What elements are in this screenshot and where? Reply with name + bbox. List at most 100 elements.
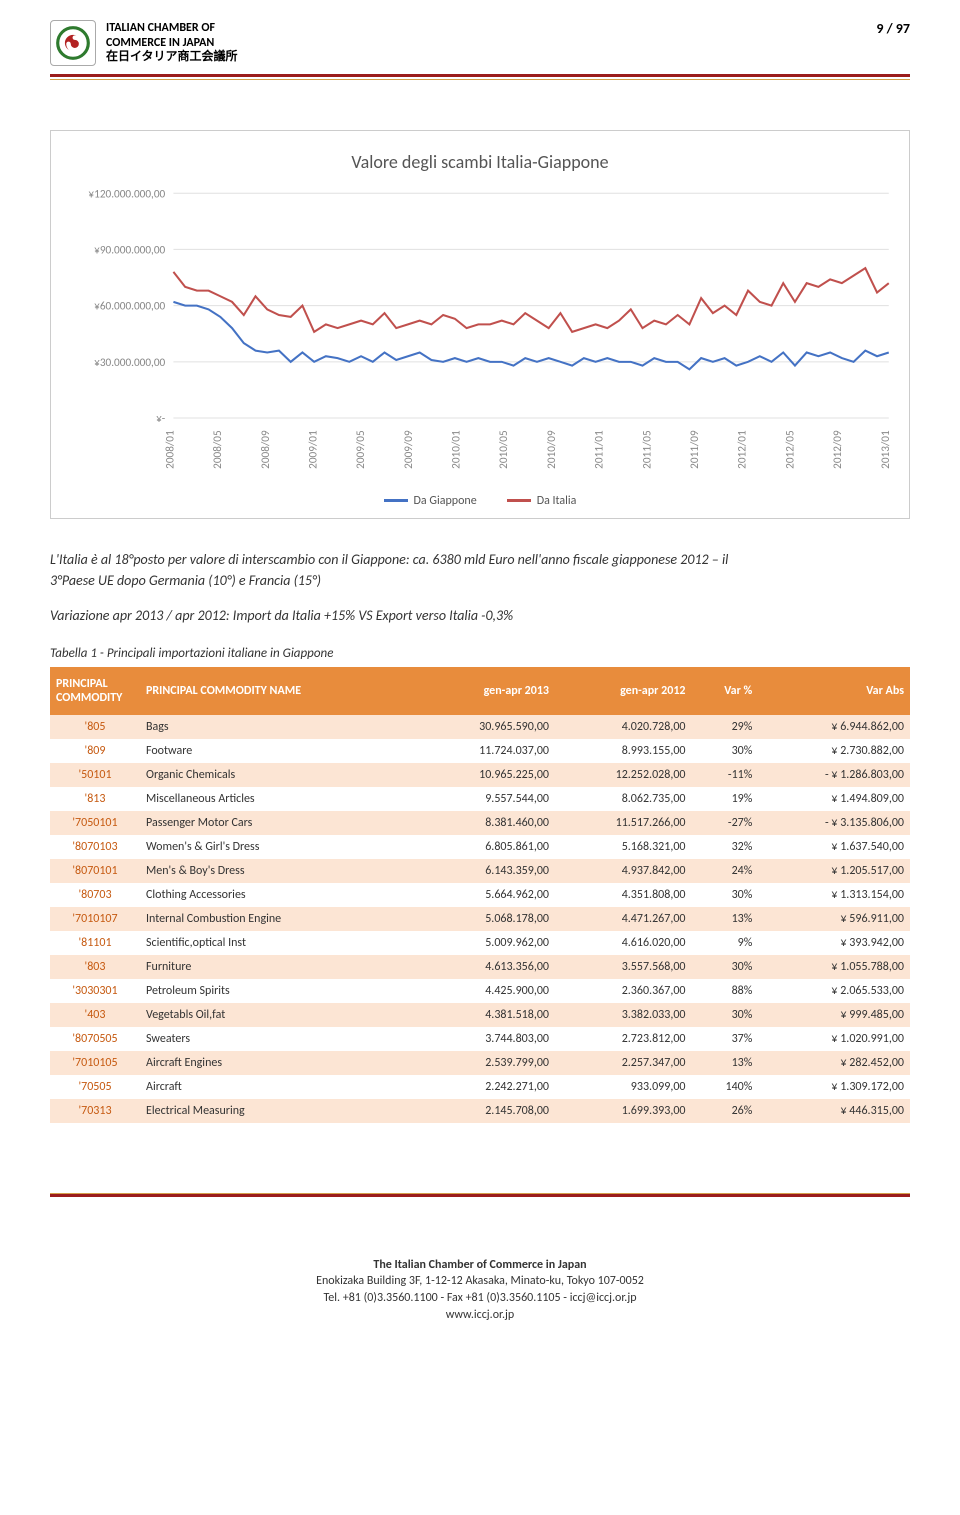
svg-text:¥30.000.000,00: ¥30.000.000,00	[94, 356, 165, 370]
svg-text:2009/01: 2009/01	[306, 430, 320, 469]
svg-text:2009/05: 2009/05	[354, 430, 368, 469]
commodity-value: 5.009.962,00	[419, 931, 555, 955]
svg-text:2010/05: 2010/05	[497, 430, 511, 469]
commodity-code: '7010105	[50, 1051, 140, 1075]
org-line3: 在日イタリア商工会議所	[106, 50, 238, 64]
commodity-value: 4.937.842,00	[555, 859, 691, 883]
commodity-value: 3.557.568,00	[555, 955, 691, 979]
table-row: '3030301Petroleum Spirits4.425.900,002.3…	[50, 979, 910, 1003]
svg-text:2011/09: 2011/09	[688, 430, 702, 469]
commodity-name: Vegetabls Oil,fat	[140, 1003, 419, 1027]
commodity-value: 32%	[691, 835, 758, 859]
commodity-value: 8.993.155,00	[555, 739, 691, 763]
legend-item: Da Italia	[507, 494, 577, 508]
page-footer: The Italian Chamber of Commerce in Japan…	[50, 1257, 910, 1324]
svg-text:2010/01: 2010/01	[450, 430, 464, 469]
table-row: '81101Scientific,optical Inst5.009.962,0…	[50, 931, 910, 955]
commodity-value: 8.381.460,00	[419, 811, 555, 835]
header-left: ITALIAN CHAMBER OF COMMERCE IN JAPAN 在日イ…	[50, 20, 238, 66]
commodity-code: '3030301	[50, 979, 140, 1003]
svg-text:2009/09: 2009/09	[402, 430, 416, 469]
commodity-value: ¥ 2.065.533,00	[758, 979, 910, 1003]
svg-text:2011/05: 2011/05	[640, 430, 654, 469]
commodity-name: Electrical Measuring	[140, 1099, 419, 1123]
commodity-value: 13%	[691, 1051, 758, 1075]
svg-text:¥-: ¥-	[156, 412, 166, 426]
footer-rule	[50, 1193, 910, 1197]
commodity-value: 12.252.028,00	[555, 763, 691, 787]
commodity-value: 30%	[691, 739, 758, 763]
commodity-value: 933.099,00	[555, 1075, 691, 1099]
table-col-header: gen-apr 2012	[555, 667, 691, 715]
svg-text:2008/05: 2008/05	[211, 430, 225, 469]
commodity-name: Clothing Accessories	[140, 883, 419, 907]
commodity-value: 13%	[691, 907, 758, 931]
commodity-value: 24%	[691, 859, 758, 883]
commodity-name: Internal Combustion Engine	[140, 907, 419, 931]
commodity-value: ¥ 393.942,00	[758, 931, 910, 955]
commodity-code: '805	[50, 715, 140, 739]
table-row: '809Footware11.724.037,008.993.155,0030%…	[50, 739, 910, 763]
footer-address: Enokizaka Building 3F, 1-12-12 Akasaka, …	[50, 1273, 910, 1290]
commodity-value: 6.805.861,00	[419, 835, 555, 859]
commodity-code: '8070103	[50, 835, 140, 859]
commodity-name: Passenger Motor Cars	[140, 811, 419, 835]
commodity-name: Furniture	[140, 955, 419, 979]
commodity-name: Footware	[140, 739, 419, 763]
table-row: '403Vegetabls Oil,fat4.381.518,003.382.0…	[50, 1003, 910, 1027]
table-col-header: Var %	[691, 667, 758, 715]
narrative-line-1b: 3°Paese UE dopo Germania (10°) e Francia…	[50, 570, 910, 591]
commodity-value: 6.143.359,00	[419, 859, 555, 883]
commodity-value: 8.062.735,00	[555, 787, 691, 811]
commodity-code: '8070101	[50, 859, 140, 883]
commodity-value: 4.616.020,00	[555, 931, 691, 955]
commodity-code: '81101	[50, 931, 140, 955]
commodity-value: -11%	[691, 763, 758, 787]
commodity-value: ¥ 282.452,00	[758, 1051, 910, 1075]
commodity-value: 26%	[691, 1099, 758, 1123]
svg-text:2010/09: 2010/09	[545, 430, 559, 469]
commodity-value: ¥ 1.313.154,00	[758, 883, 910, 907]
org-line1: ITALIAN CHAMBER OF	[106, 21, 238, 35]
svg-text:¥60.000.000,00: ¥60.000.000,00	[94, 300, 165, 314]
svg-text:¥120.000.000,00: ¥120.000.000,00	[88, 187, 165, 201]
table-row: '8070103Women's & Girl's Dress6.805.861,…	[50, 835, 910, 859]
commodity-value: 11.517.266,00	[555, 811, 691, 835]
commodity-value: 2.723.812,00	[555, 1027, 691, 1051]
commodity-code: '50101	[50, 763, 140, 787]
commodity-name: Men's & Boy's Dress	[140, 859, 419, 883]
legend-label: Da Italia	[537, 494, 577, 508]
commodity-value: 2.145.708,00	[419, 1099, 555, 1123]
table-row: '70313Electrical Measuring2.145.708,001.…	[50, 1099, 910, 1123]
commodity-value: 4.351.808,00	[555, 883, 691, 907]
commodity-value: ¥ 446.315,00	[758, 1099, 910, 1123]
commodity-value: ¥ 1.055.788,00	[758, 955, 910, 979]
table-col-header: PRINCIPAL COMMODITY	[50, 667, 140, 715]
commodity-value: - ¥ 1.286.803,00	[758, 763, 910, 787]
svg-text:2011/01: 2011/01	[593, 430, 607, 469]
commodity-value: - ¥ 3.135.806,00	[758, 811, 910, 835]
footer-org: The Italian Chamber of Commerce in Japan	[50, 1257, 910, 1274]
commodity-name: Miscellaneous Articles	[140, 787, 419, 811]
table-row: '8070101Men's & Boy's Dress6.143.359,004…	[50, 859, 910, 883]
commodity-code: '7050101	[50, 811, 140, 835]
commodity-value: 4.613.356,00	[419, 955, 555, 979]
iccj-logo-icon	[50, 20, 96, 66]
commodity-value: 37%	[691, 1027, 758, 1051]
commodity-name: Petroleum Spirits	[140, 979, 419, 1003]
commodity-name: Organic Chemicals	[140, 763, 419, 787]
commodity-name: Sweaters	[140, 1027, 419, 1051]
commodity-code: '80703	[50, 883, 140, 907]
svg-text:2008/09: 2008/09	[259, 430, 273, 469]
commodity-value: 5.664.962,00	[419, 883, 555, 907]
commodity-table: PRINCIPAL COMMODITYPRINCIPAL COMMODITY N…	[50, 667, 910, 1123]
page-header: ITALIAN CHAMBER OF COMMERCE IN JAPAN 在日イ…	[50, 20, 910, 72]
commodity-value: ¥ 999.485,00	[758, 1003, 910, 1027]
commodity-code: '70313	[50, 1099, 140, 1123]
commodity-value: ¥ 1.205.517,00	[758, 859, 910, 883]
narrative-text: L'Italia è al 18°posto per valore di int…	[50, 549, 910, 626]
commodity-value: ¥ 1.020.991,00	[758, 1027, 910, 1051]
commodity-code: '403	[50, 1003, 140, 1027]
svg-text:2012/05: 2012/05	[783, 430, 797, 469]
commodity-name: Scientific,optical Inst	[140, 931, 419, 955]
